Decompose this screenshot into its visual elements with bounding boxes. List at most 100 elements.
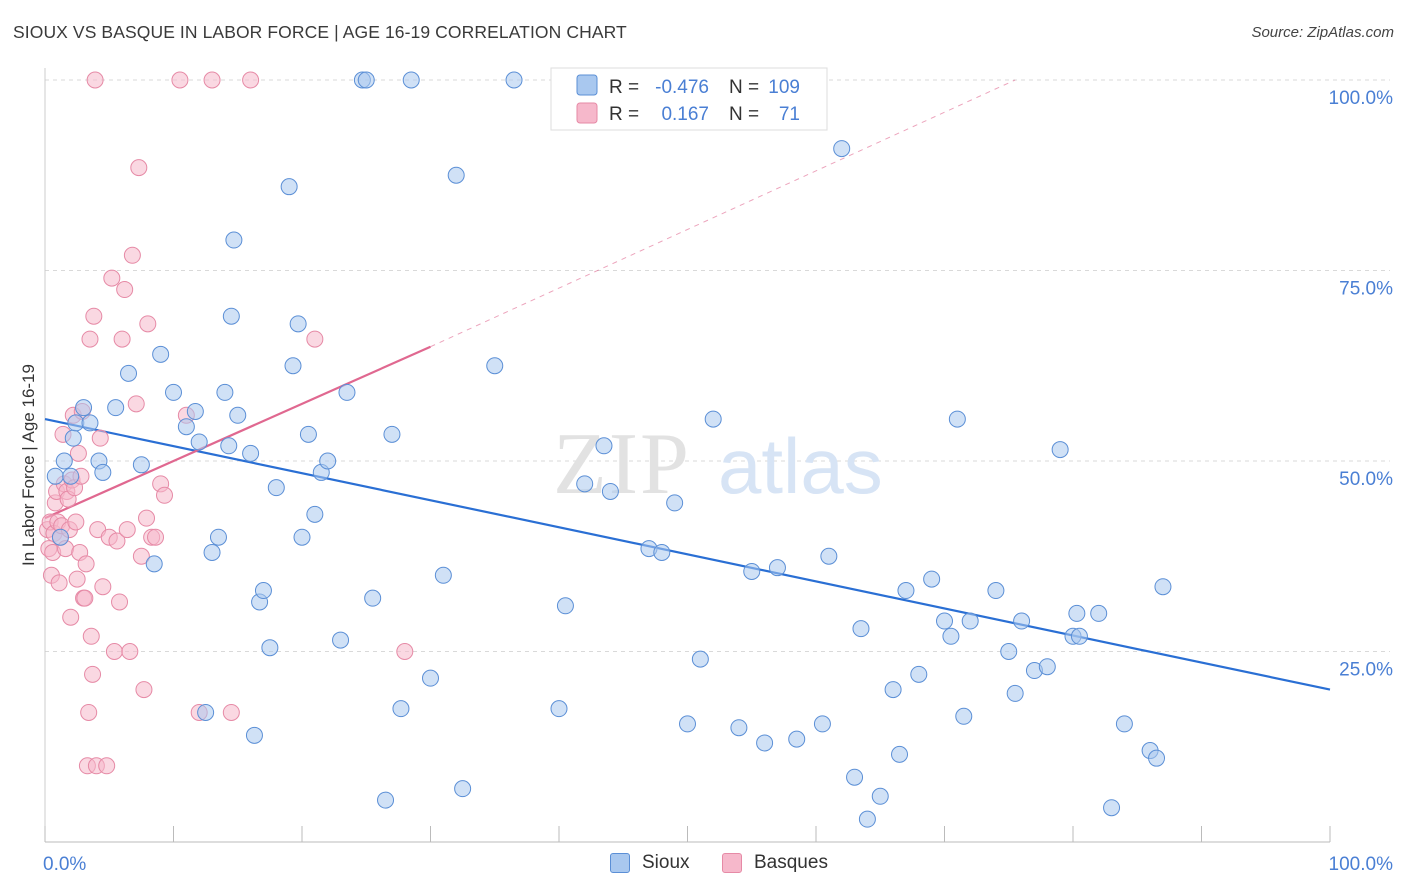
basques-point bbox=[135, 681, 153, 699]
sioux-point bbox=[910, 665, 928, 683]
chart-title: SIOUX VS BASQUE IN LABOR FORCE | AGE 16-… bbox=[13, 22, 627, 42]
watermark-zip: ZIP bbox=[553, 416, 691, 513]
sioux-point bbox=[280, 178, 298, 196]
basques-point bbox=[86, 71, 104, 89]
basques-point bbox=[80, 703, 98, 721]
sioux-point bbox=[338, 383, 356, 401]
sioux-point bbox=[422, 669, 439, 687]
basques-point bbox=[127, 395, 145, 413]
basques-point bbox=[108, 532, 126, 550]
sioux-point bbox=[242, 444, 260, 462]
basques-point bbox=[62, 608, 80, 626]
basques-point bbox=[111, 593, 129, 611]
sioux-point bbox=[1038, 658, 1056, 676]
bottom-legend-sioux-label: Sioux bbox=[642, 852, 690, 873]
bottom-legend-basques[interactable]: Basques bbox=[722, 852, 828, 874]
sioux-point bbox=[203, 543, 221, 561]
sioux-point bbox=[306, 505, 324, 523]
sioux-point bbox=[64, 429, 82, 447]
sioux-point bbox=[332, 631, 350, 649]
sioux-point bbox=[267, 479, 285, 497]
sioux-point bbox=[293, 528, 311, 546]
x-tick-label-min: 0.0% bbox=[43, 854, 86, 875]
basques-point bbox=[132, 547, 150, 565]
legend-basques-n-label: N = bbox=[729, 104, 759, 125]
basques-point bbox=[203, 71, 221, 89]
basques-point bbox=[85, 307, 103, 325]
sioux-point bbox=[987, 582, 1005, 600]
sioux-point bbox=[756, 734, 774, 752]
sioux-point bbox=[936, 612, 953, 630]
y-tick-label-75: 75.0% bbox=[1339, 279, 1393, 300]
basques-trend-line bbox=[44, 345, 431, 520]
basques-point bbox=[138, 509, 156, 527]
sioux-point bbox=[884, 681, 902, 699]
legend-sioux-n-value: 109 bbox=[768, 77, 800, 98]
basques-point bbox=[91, 429, 109, 447]
sioux-point bbox=[897, 582, 915, 600]
sioux-points bbox=[46, 71, 1172, 828]
sioux-point bbox=[858, 810, 876, 828]
basques-point bbox=[113, 330, 131, 348]
sioux-point bbox=[107, 399, 125, 417]
sioux-point bbox=[81, 414, 99, 432]
sioux-point bbox=[576, 475, 594, 493]
sioux-point bbox=[220, 437, 238, 455]
sioux-point bbox=[942, 627, 960, 645]
sioux-point bbox=[299, 425, 317, 443]
basques-point bbox=[130, 159, 148, 177]
sioux-point bbox=[1051, 441, 1069, 459]
sioux-point bbox=[1070, 627, 1088, 645]
sioux-point bbox=[245, 726, 263, 744]
basques-point bbox=[147, 528, 165, 546]
sioux-point bbox=[948, 410, 966, 428]
basques-point bbox=[69, 444, 87, 462]
sioux-point bbox=[1103, 799, 1121, 817]
sioux-point bbox=[486, 357, 504, 375]
sioux-point bbox=[62, 467, 80, 485]
sioux-point bbox=[704, 410, 722, 428]
sioux-point bbox=[852, 620, 870, 638]
sioux-point bbox=[319, 452, 337, 470]
basques-point bbox=[139, 315, 157, 333]
sioux-point bbox=[679, 715, 696, 733]
sioux-point bbox=[1154, 578, 1172, 596]
y-tick-labels: 25.0% 50.0% 75.0% 100.0% bbox=[1329, 88, 1394, 681]
sioux-point bbox=[383, 425, 401, 443]
y-tick-label-100: 100.0% bbox=[1329, 88, 1394, 109]
basques-point bbox=[242, 71, 260, 89]
basques-point bbox=[81, 330, 99, 348]
sioux-point bbox=[1090, 604, 1108, 622]
sioux-point bbox=[67, 414, 85, 432]
legend-basques-swatch bbox=[576, 102, 598, 124]
y-tick-label-50: 50.0% bbox=[1339, 469, 1393, 490]
sioux-point bbox=[402, 71, 420, 89]
bottom-legend-sioux[interactable]: Sioux bbox=[610, 852, 690, 874]
sioux-point bbox=[55, 452, 73, 470]
legend-basques-r-label: R = bbox=[609, 104, 639, 125]
basques-point bbox=[82, 627, 100, 645]
sioux-point bbox=[1013, 612, 1031, 630]
watermark: ZIP atlas bbox=[553, 416, 883, 513]
legend-sioux-r-value: -0.476 bbox=[655, 77, 709, 98]
legend-sioux-n-label: N = bbox=[729, 77, 759, 98]
sioux-point bbox=[51, 528, 69, 546]
sioux-point bbox=[743, 562, 761, 580]
legend-box: R = -0.476 N = 109 R = 0.167 N = 71 bbox=[550, 67, 828, 131]
basques-point bbox=[76, 589, 94, 607]
legend-basques-n-value: 71 bbox=[779, 104, 800, 125]
sioux-point bbox=[891, 745, 909, 763]
sioux-trend-line bbox=[44, 418, 1331, 691]
legend-sioux-swatch bbox=[576, 74, 598, 96]
sioux-point bbox=[145, 555, 163, 573]
sioux-point bbox=[216, 383, 234, 401]
sioux-point bbox=[289, 315, 307, 333]
sioux-point bbox=[197, 703, 215, 721]
sioux-point bbox=[165, 383, 182, 401]
sioux-point bbox=[152, 345, 170, 363]
sioux-point bbox=[222, 307, 240, 325]
basques-point bbox=[171, 71, 189, 89]
basques-point bbox=[105, 643, 123, 660]
sioux-point bbox=[768, 559, 786, 577]
